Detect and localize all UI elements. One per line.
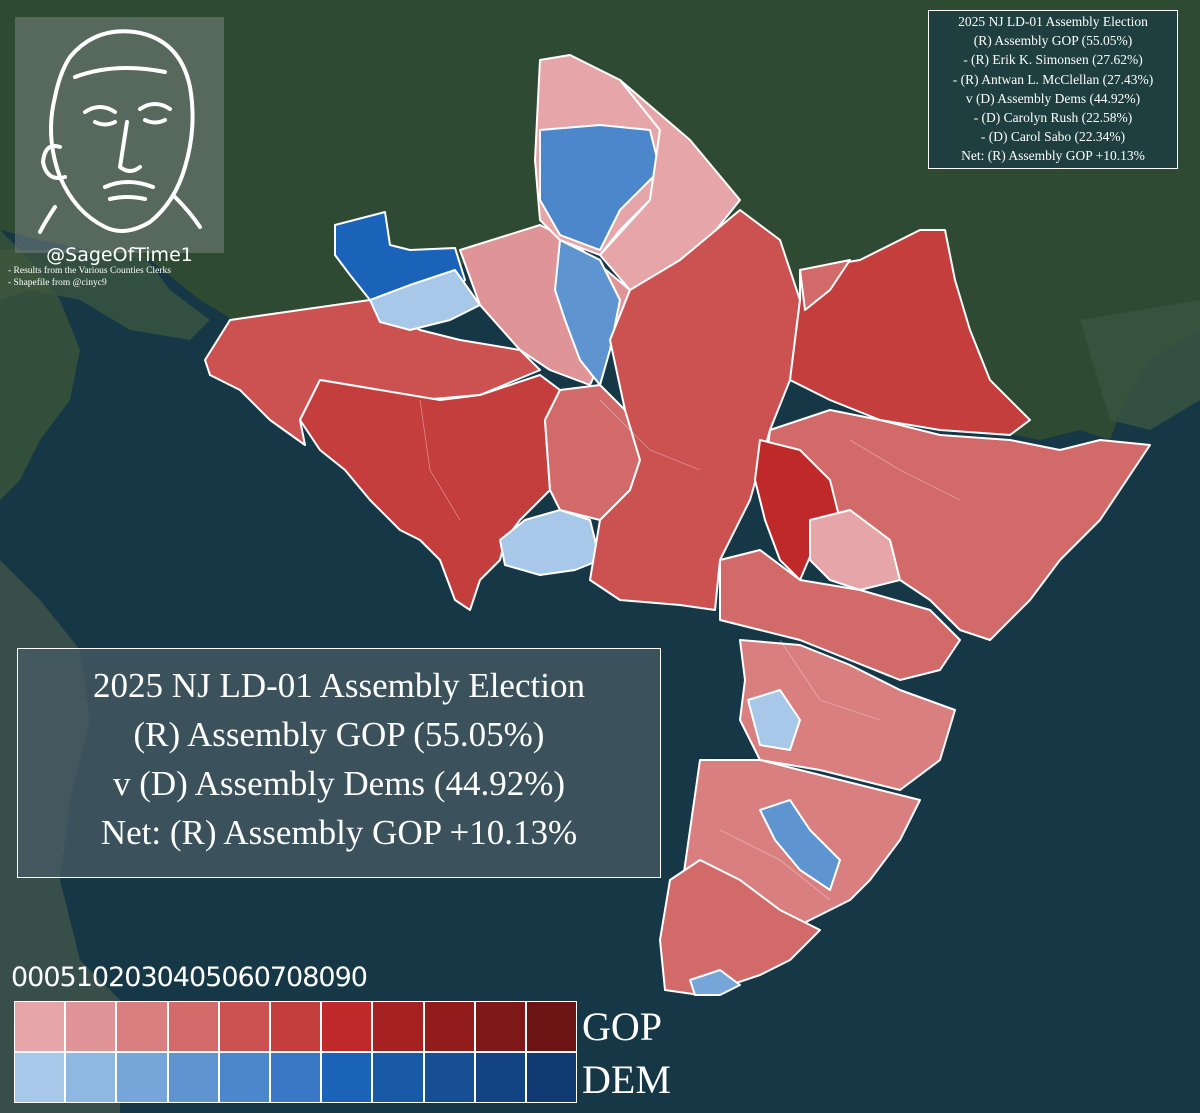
dem-scale-cell [218, 1052, 270, 1103]
region-north-blue-strip [554, 239, 621, 386]
sage-portrait-icon [38, 29, 202, 234]
scale-tick: 20 [108, 962, 141, 993]
author-handle: @SageOfTime1 [46, 244, 193, 266]
region-east-sliver [799, 259, 851, 311]
region-tip-blue [689, 969, 741, 996]
color-scale-grid [14, 1001, 578, 1103]
region-peninsula-north [719, 549, 961, 681]
gop-color-row [14, 1001, 578, 1052]
gop-scale-cell [423, 1001, 475, 1052]
scale-tick: 60 [237, 962, 271, 993]
scale-tick-labels: 00 05 10 20 30 40 50 60 70 80 90 [11, 962, 368, 993]
region-pink-block [809, 509, 901, 591]
legend-line: 2025 NJ LD-01 Assembly Election [958, 14, 1148, 29]
gop-scale-label: GOP [582, 1004, 663, 1049]
summary-line: Net: (R) Assembly GOP +10.13% [100, 813, 578, 852]
dem-scale-cell [372, 1052, 424, 1103]
scale-tick: 05 [43, 962, 76, 993]
region-east-north [789, 229, 1031, 436]
region-peninsula-blue-2 [759, 799, 841, 891]
scale-tick: 10 [75, 962, 109, 993]
gop-scale-cell [116, 1001, 168, 1052]
summary-line: (R) Assembly GOP (55.05%) [133, 715, 545, 754]
dem-scale-cell [321, 1052, 373, 1103]
scale-tick: 50 [205, 962, 238, 993]
gop-scale-cell [321, 1001, 373, 1052]
scale-tick: 70 [269, 962, 303, 993]
dem-scale-cell [14, 1052, 66, 1103]
dem-scale-cell [474, 1052, 526, 1103]
region-west-coast [204, 299, 541, 446]
sources-note: - Results from the Various Counties Cler… [8, 265, 171, 289]
legend-line: - (D) Carol Sabo (22.34%) [980, 129, 1126, 145]
gop-scale-cell [525, 1001, 578, 1052]
region-central-band [589, 209, 801, 611]
scale-tick: 90 [334, 962, 368, 993]
region-peninsula-tip [659, 859, 821, 996]
gop-scale-cell [14, 1001, 66, 1052]
summary-line: 2025 NJ LD-01 Assembly Election [93, 666, 585, 705]
legend-line: v (D) Assembly Dems (44.92%) [965, 90, 1141, 106]
source-line: - Shapefile from @cinyc9 [8, 278, 107, 288]
credit-panel: @SageOfTime1 [15, 17, 224, 266]
scale-tick: 80 [302, 962, 335, 993]
scale-tick: 00 [11, 962, 44, 993]
gop-scale-cell [269, 1001, 322, 1052]
gop-scale-cell [218, 1001, 270, 1052]
region-peninsula-mid [739, 639, 956, 791]
dem-color-row [14, 1052, 578, 1103]
legend-line: - (R) Erik K. Simonsen (27.62%) [963, 52, 1143, 68]
gop-scale-cell [167, 1001, 219, 1052]
gop-scale-cell [372, 1001, 424, 1052]
dem-scale-cell [65, 1052, 117, 1103]
region-west-central [299, 374, 561, 611]
dem-scale-label: DEM [582, 1057, 671, 1102]
scale-tick: 30 [140, 962, 173, 993]
scale-tick: 40 [172, 962, 206, 993]
results-summary-box: 2025 NJ LD-01 Assembly Election (R) Asse… [17, 648, 661, 878]
legend-line: - (R) Antwan L. McClellan (27.43%) [952, 71, 1154, 87]
dem-scale-cell [525, 1052, 578, 1103]
dem-scale-cell [167, 1052, 219, 1103]
source-line: - Results from the Various Counties Cler… [8, 266, 171, 276]
gop-scale-cell [474, 1001, 526, 1052]
precinct-strokes [419, 399, 961, 901]
legend-line: Net: (R) Assembly GOP +10.13% [961, 148, 1145, 164]
dem-scale-cell [116, 1052, 168, 1103]
dem-scale-cell [423, 1052, 475, 1103]
district-regions [204, 54, 1151, 996]
region-nw-lightblue [369, 269, 481, 331]
gop-scale-cell [65, 1001, 117, 1052]
legend-line: (R) Assembly GOP (55.05%) [973, 33, 1133, 49]
summary-line: v (D) Assembly Dems (44.92%) [112, 764, 566, 803]
results-legend-box: 2025 NJ LD-01 Assembly Election (R) Asse… [928, 10, 1178, 169]
legend-line: - (D) Carolyn Rush (22.58%) [973, 110, 1133, 126]
region-north-blue-core [539, 124, 661, 251]
region-peninsula-blue [747, 689, 801, 751]
dem-scale-cell [269, 1052, 322, 1103]
region-dark-red-block [754, 439, 841, 581]
